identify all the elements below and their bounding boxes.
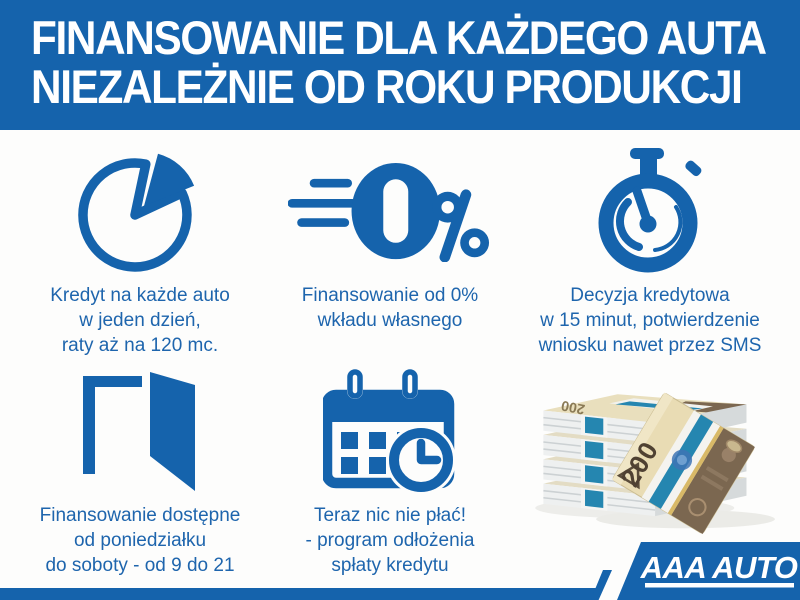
feature-deferred-payment: Teraz nic nie płać! - program odłożenia …: [265, 360, 515, 578]
caption-line: wniosku nawet przez SMS: [538, 335, 762, 356]
logo-slash-accent: [590, 570, 612, 600]
feature-credit-every-car: Kredyt na każde auto w jeden dzień, raty…: [15, 140, 265, 358]
money-stack-image: 200: [535, 392, 775, 534]
banknote-front-bundle: 200: [612, 392, 755, 534]
zero-percent-icon: [288, 162, 490, 262]
open-door-icon: [83, 371, 195, 491]
header-title-line2: NIEZALEŻNIE OD ROKU PRODUKCJI: [31, 60, 743, 113]
caption-line: w jeden dzień,: [79, 310, 201, 331]
caption-line: do soboty - od 9 do 21: [45, 555, 235, 576]
caption-line: wkładu własnego: [317, 310, 463, 331]
stopwatch-icon: [598, 147, 702, 272]
caption-line: spłaty kredytu: [331, 555, 449, 576]
brand-logo-text: AAA AUTO: [640, 550, 798, 585]
header-banner: FINANSOWANIE DLA KAŻDEGO AUTA NIEZALEŻNI…: [0, 0, 800, 130]
caption-line: raty aż na 120 mc.: [61, 335, 219, 356]
feature-cash-image: 200: [510, 352, 790, 538]
caption-line: Decyzja kredytowa: [570, 285, 730, 306]
header-title-line1: FINANSOWANIE DLA KAŻDEGO AUTA: [31, 11, 767, 64]
calendar-clock-icon: [323, 368, 456, 495]
caption-line: Finansowanie od 0%: [301, 285, 479, 306]
caption-line: w 15 minut, potwierdzenie: [540, 310, 760, 331]
feature-opening-hours: Finansowanie dostępne od poniedziałku do…: [15, 360, 265, 578]
feature-zero-percent: Finansowanie od 0% wkładu własnego: [265, 140, 515, 333]
logo-underline: [645, 583, 794, 588]
caption-line: Kredyt na każde auto: [50, 285, 230, 306]
caption-line: Finansowanie dostępne: [39, 505, 241, 526]
feature-fast-decision: Decyzja kredytowa w 15 minut, potwierdze…: [515, 140, 785, 358]
caption-line: od poniedziałku: [73, 530, 207, 551]
caption-line: Teraz nic nie płać!: [313, 505, 467, 526]
pie-chart-icon: [78, 153, 195, 272]
caption-line: - program odłożenia: [305, 530, 475, 551]
footer-band: AAA AUTO: [0, 542, 800, 600]
banknote-value-top: 200: [560, 397, 586, 417]
